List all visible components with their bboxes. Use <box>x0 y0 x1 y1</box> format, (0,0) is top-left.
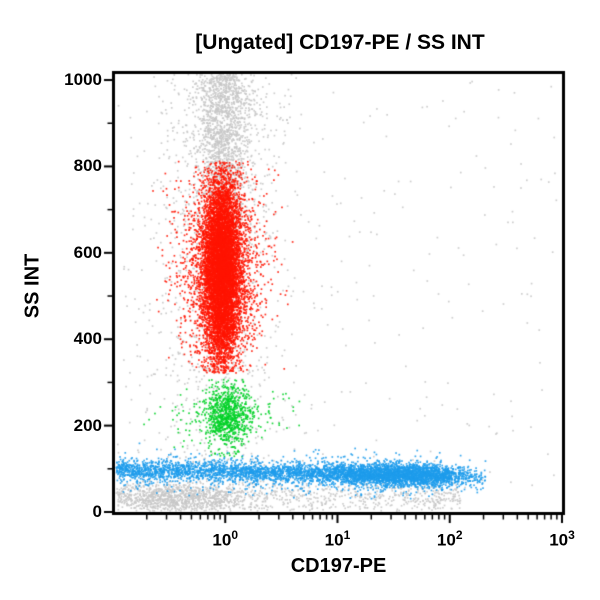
x-tick-label: 103 <box>549 528 575 550</box>
y-tick-label: 200 <box>73 415 102 435</box>
y-axis-label: SS INT <box>21 253 44 319</box>
x-axis-label: CD197-PE <box>290 555 387 577</box>
x-tick-label: 101 <box>324 528 351 550</box>
x-tick-label: 100 <box>212 528 239 550</box>
plot-title: [Ungated] CD197-PE / SS INT <box>195 31 485 54</box>
y-tick-label: 400 <box>73 329 102 349</box>
y-tick-label: 0 <box>92 502 102 521</box>
y-tick-label: 800 <box>73 156 102 176</box>
y-tick-label: 1000 <box>64 70 102 90</box>
y-tick-label: 600 <box>73 242 102 262</box>
x-tick-label: 102 <box>436 528 463 550</box>
